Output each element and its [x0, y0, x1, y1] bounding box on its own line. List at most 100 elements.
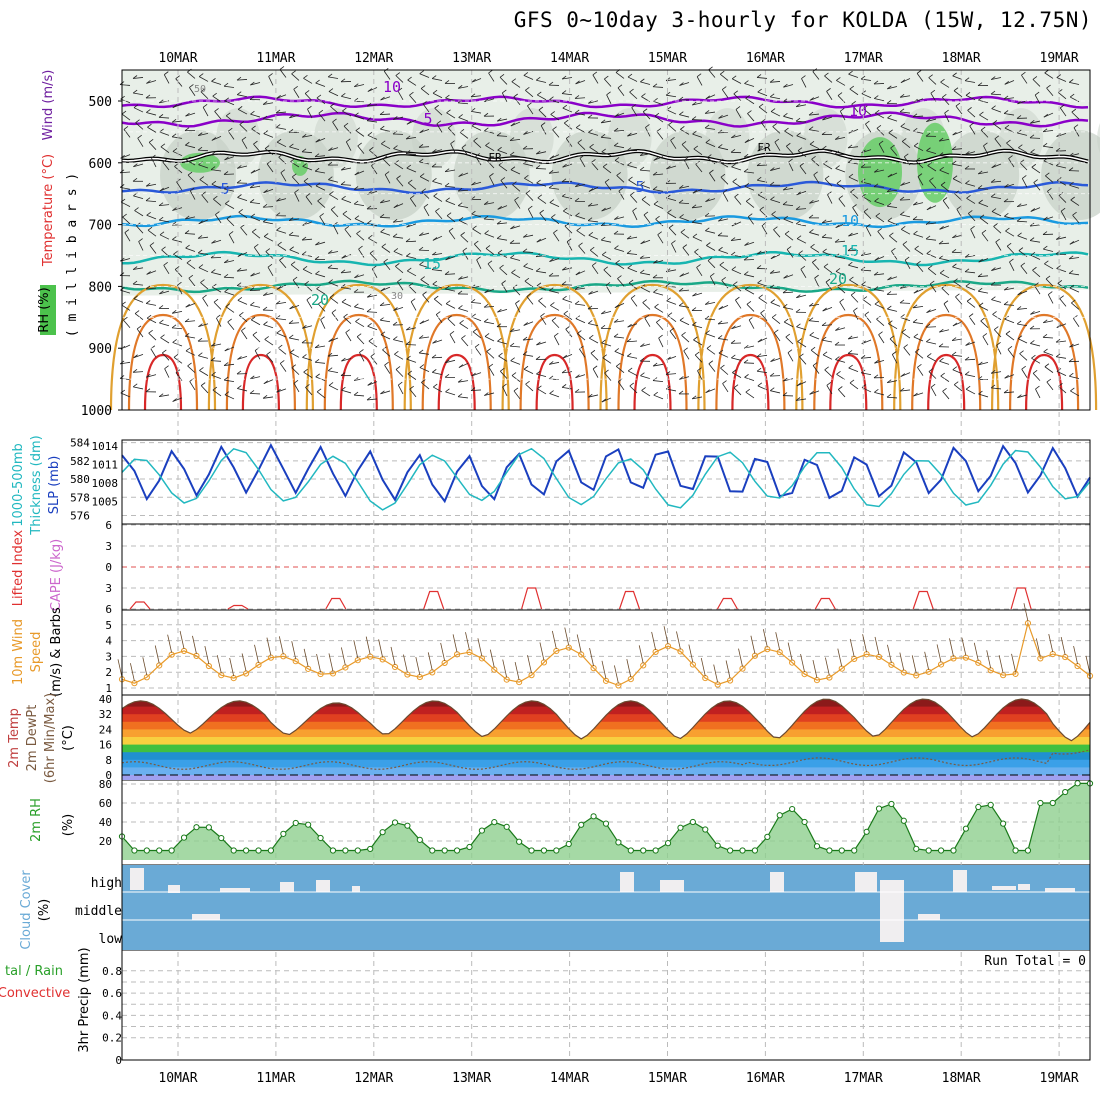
wind-barb — [512, 287, 521, 296]
wind-barb — [498, 352, 503, 357]
wind-barb — [628, 179, 638, 186]
wind-barb — [745, 391, 755, 399]
wind-barb — [1008, 155, 1013, 159]
wind-barb — [887, 114, 892, 119]
wind-barb — [575, 112, 586, 116]
wind-barb — [458, 205, 469, 208]
wind-barb — [552, 129, 560, 138]
wind-barb — [822, 307, 827, 312]
wind-barb — [553, 232, 560, 242]
wind-barb — [395, 75, 404, 83]
wind-barb — [944, 112, 950, 123]
day-label-top: 13MAR — [452, 51, 491, 66]
wind-barb — [250, 113, 261, 118]
wind-barb — [943, 303, 950, 313]
wind-barb — [899, 94, 905, 98]
wind-barb — [185, 112, 190, 117]
wind-barb — [135, 119, 140, 124]
wind-barb — [696, 76, 703, 86]
wind-barb — [878, 143, 885, 153]
wind-barb — [458, 219, 469, 226]
wind-barb — [146, 317, 157, 324]
wind-barb — [511, 269, 516, 273]
wind-barb — [641, 196, 647, 200]
wind-barb — [592, 74, 599, 84]
wind-barb — [1017, 308, 1028, 310]
wind-barb — [1004, 215, 1015, 220]
wind-barb — [132, 266, 138, 270]
wind-barb — [371, 268, 378, 278]
wind-barb — [548, 272, 554, 277]
wind-barb — [770, 387, 775, 392]
wind-barb — [293, 89, 300, 98]
wind-barb — [1021, 178, 1028, 188]
wind-barb — [224, 391, 230, 396]
wind-barb — [717, 235, 729, 237]
wind-barb — [431, 356, 443, 359]
day-label-top: 18MAR — [942, 51, 981, 66]
cloud-bar — [953, 870, 967, 892]
wind-barb — [250, 201, 261, 204]
wind-barb — [549, 287, 554, 292]
wind-barb — [602, 163, 608, 168]
wind-barb-10m — [489, 649, 495, 668]
wind-barb — [995, 241, 1002, 251]
cloud-bar — [770, 872, 784, 892]
wind-barb — [718, 114, 729, 119]
wind-barb — [471, 78, 476, 83]
wind-barb — [458, 276, 463, 280]
wind-barb — [210, 360, 222, 362]
wind-barb — [122, 216, 131, 225]
wind-barb — [289, 114, 300, 119]
wind-barb — [744, 155, 755, 158]
wind-barb — [444, 80, 450, 84]
wind-barb — [228, 234, 235, 244]
wind-barb — [904, 153, 909, 158]
wind-barb — [926, 309, 937, 314]
wind-barb — [397, 278, 402, 283]
wind-barb — [627, 164, 638, 169]
wind-barb — [488, 363, 494, 368]
wind-barb — [173, 251, 178, 255]
wind-barb — [172, 327, 183, 330]
wind-barb — [395, 366, 401, 370]
wind-barb — [849, 379, 855, 384]
wind-barb — [901, 138, 907, 142]
wind-barb — [929, 180, 937, 189]
wind-barb — [1030, 251, 1036, 256]
rh-point — [789, 805, 796, 813]
wind-barb — [588, 234, 599, 240]
wind-barb — [902, 244, 911, 252]
rh-point — [1024, 847, 1032, 854]
contour-label: 15 — [841, 242, 859, 260]
wind-barb — [782, 201, 788, 205]
wind-barb — [795, 397, 801, 401]
wind-barb — [289, 249, 300, 254]
wind-barb — [1004, 374, 1015, 379]
wind-barb — [756, 353, 762, 358]
wind-barb — [266, 354, 274, 363]
wind-barb — [190, 187, 195, 192]
wind-barb — [966, 197, 976, 204]
wind-barb-10m — [738, 648, 743, 667]
wind-barb — [159, 131, 170, 136]
wind-barb — [991, 105, 996, 109]
wind-barb — [561, 75, 567, 80]
wind-barb — [540, 316, 547, 325]
wind-barb — [965, 341, 976, 346]
wind-barb — [926, 147, 931, 152]
wind-barb — [123, 316, 128, 321]
wind-barb — [432, 339, 437, 344]
wind-barb — [237, 297, 243, 301]
wind-barb-10m — [266, 637, 272, 656]
wind-barb — [236, 370, 242, 375]
wind-barb — [419, 176, 430, 182]
wind-barb — [783, 377, 788, 382]
wind-barb — [783, 215, 788, 220]
wind-barb — [471, 125, 482, 131]
rh-point — [801, 818, 808, 826]
wind-barb — [863, 211, 872, 220]
wind-barb — [304, 90, 310, 94]
wind-barb — [601, 207, 606, 212]
wind-barb — [814, 277, 820, 288]
